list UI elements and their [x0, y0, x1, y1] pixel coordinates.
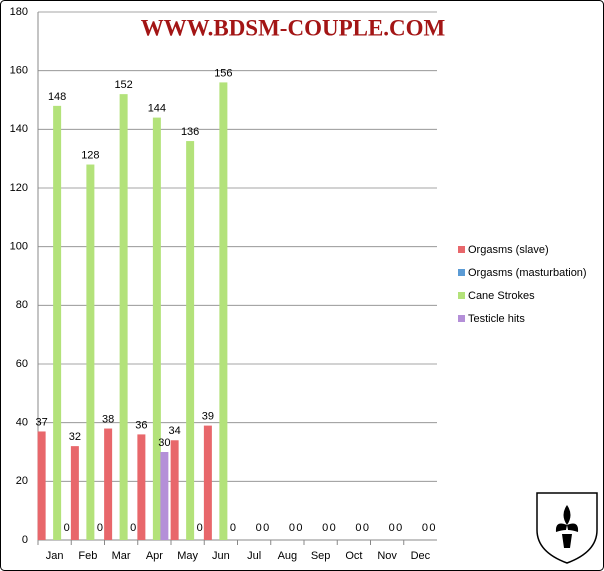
data-label: 156 — [214, 67, 232, 79]
x-tick-label: Apr — [146, 550, 163, 562]
data-label: 0 — [289, 522, 295, 534]
data-label: 34 — [169, 425, 181, 437]
y-tick-label: 160 — [10, 65, 28, 77]
y-tick-label: 180 — [10, 6, 28, 18]
bar — [160, 452, 169, 540]
bar — [137, 434, 146, 540]
bar — [37, 431, 46, 540]
x-tick-label: Dec — [411, 550, 431, 562]
legend-swatch — [458, 292, 465, 299]
data-label: 136 — [181, 126, 199, 138]
data-label: 144 — [148, 103, 166, 115]
data-label: 0 — [197, 522, 203, 534]
data-label: 0 — [256, 522, 262, 534]
data-label: 0 — [97, 522, 103, 534]
legend-swatch — [458, 246, 465, 253]
x-tick-label: Jan — [46, 550, 64, 562]
x-tick-label: Mar — [112, 550, 131, 562]
data-label: 0 — [330, 522, 336, 534]
data-label: 0 — [263, 522, 269, 534]
legend-label: Orgasms (slave) — [468, 244, 549, 256]
data-label: 30 — [158, 437, 170, 449]
bar — [186, 141, 195, 541]
bar — [70, 446, 79, 540]
y-tick-label: 80 — [16, 299, 28, 311]
data-label: 0 — [429, 522, 435, 534]
chart-title: WWW.BDSM-COUPLE.COM — [141, 15, 446, 40]
y-tick-label: 20 — [16, 475, 28, 487]
legend-label: Cane Strokes — [468, 290, 535, 302]
bar — [53, 105, 62, 540]
bar — [104, 428, 113, 540]
data-label: 0 — [363, 522, 369, 534]
data-label: 0 — [296, 522, 302, 534]
bar — [152, 117, 161, 540]
data-label: 32 — [69, 431, 81, 443]
x-tick-label: Sep — [311, 550, 331, 562]
data-label: 152 — [114, 79, 132, 91]
x-tick-label: Feb — [78, 550, 97, 562]
legend: Orgasms (slave) Orgasms (masturbation) Can… — [458, 244, 587, 325]
logo — [536, 492, 598, 564]
y-tick-label: 140 — [10, 123, 28, 135]
data-label: 128 — [81, 149, 99, 161]
bar — [119, 94, 128, 540]
data-label: 0 — [64, 522, 70, 534]
bar — [86, 164, 95, 541]
x-tick-label: Jun — [212, 550, 230, 562]
data-label: 38 — [102, 413, 114, 425]
x-tick-label: May — [177, 550, 198, 562]
bar — [219, 82, 228, 541]
x-tick-label: Aug — [278, 550, 298, 562]
x-tick-label: Jul — [247, 550, 261, 562]
data-label: 0 — [322, 522, 328, 534]
data-label: 0 — [130, 522, 136, 534]
data-label: 0 — [355, 522, 361, 534]
data-label: 148 — [48, 91, 66, 103]
y-tick-label: 40 — [16, 417, 28, 429]
bar — [203, 425, 212, 540]
bar — [170, 440, 179, 540]
y-tick-label: 0 — [22, 534, 28, 546]
legend-label: Testicle hits — [468, 313, 525, 325]
x-tick-label: Nov — [377, 550, 397, 562]
data-label: 36 — [135, 419, 147, 431]
y-tick-label: 120 — [10, 182, 28, 194]
data-label: 39 — [202, 411, 214, 423]
data-label: 0 — [396, 522, 402, 534]
x-tick-label: Oct — [345, 550, 362, 562]
data-label: 0 — [422, 522, 428, 534]
y-tick-label: 60 — [16, 358, 28, 370]
data-label: 0 — [230, 522, 236, 534]
data-label: 0 — [389, 522, 395, 534]
data-label: 37 — [36, 416, 48, 428]
legend-swatch — [458, 315, 465, 322]
y-tick-label: 100 — [10, 241, 28, 253]
legend-swatch — [458, 269, 465, 276]
legend-label: Orgasms (masturbation) — [468, 267, 587, 279]
